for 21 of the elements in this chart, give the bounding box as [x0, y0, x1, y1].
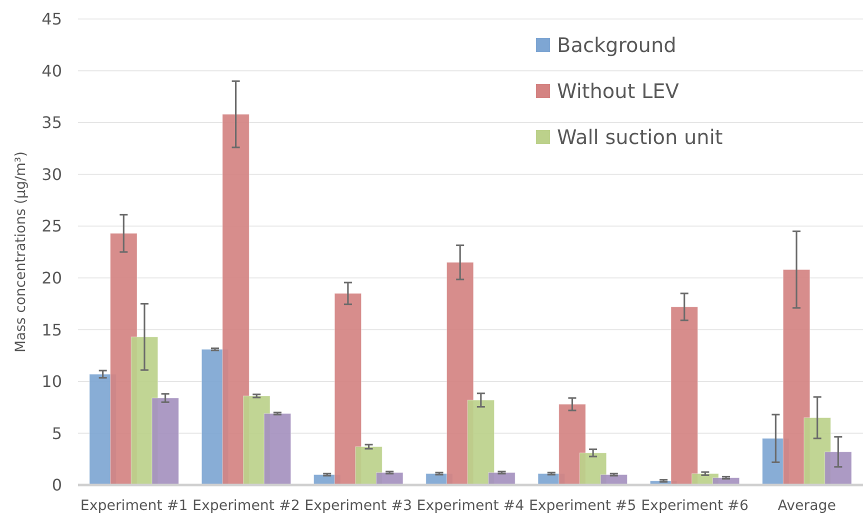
y-tick-label: 40	[42, 61, 62, 80]
y-tick-label: 35	[42, 113, 62, 132]
y-tick-label: 10	[42, 372, 62, 392]
y-axis-title: Mass concentrations (µg/m³)	[13, 151, 29, 353]
legend-label: Wall suction unit	[557, 125, 723, 150]
x-tick-label: Experiment #2	[192, 498, 300, 514]
x-tick-label: Experiment #5	[528, 498, 636, 514]
y-tick-label: 25	[42, 216, 62, 236]
y-tick-label: 15	[42, 320, 62, 340]
y-tick-label: 45	[42, 10, 62, 29]
legend-label: Without LEV	[557, 79, 680, 104]
legend-label: Background	[557, 33, 676, 58]
x-tick-label: Experiment #6	[641, 498, 748, 514]
x-tick-label: Experiment #4	[416, 498, 524, 514]
x-tick-label: Experiment #3	[304, 498, 412, 514]
y-tick-label: 30	[42, 164, 62, 184]
x-tick-label: Average	[778, 498, 836, 514]
x-tick-label: Experiment #1	[80, 498, 188, 514]
y-tick-label: 0	[52, 476, 62, 495]
y-tick-label: 20	[42, 268, 62, 288]
y-tick-label: 5	[52, 424, 62, 443]
